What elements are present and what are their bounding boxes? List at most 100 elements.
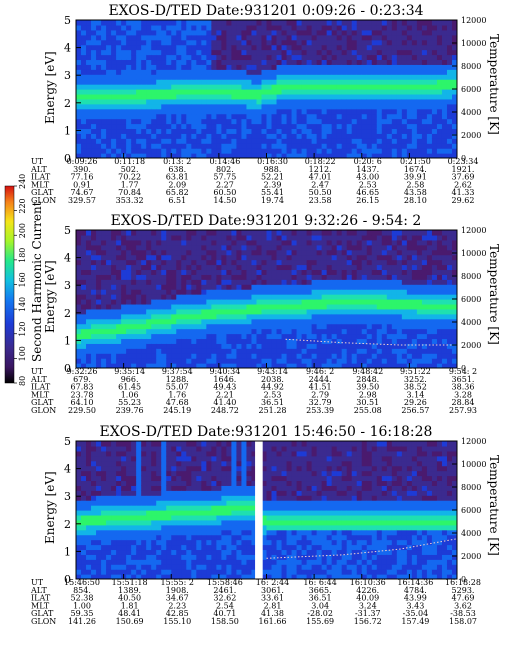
heatmap-cell bbox=[311, 323, 318, 330]
heatmap-cell bbox=[231, 79, 238, 85]
heatmap-cell bbox=[411, 308, 418, 315]
heatmap-cell bbox=[171, 239, 177, 246]
heatmap-cell bbox=[171, 74, 177, 80]
heatmap-cell bbox=[136, 64, 142, 70]
heatmap-cell bbox=[341, 244, 348, 251]
heatmap-cell bbox=[161, 353, 167, 359]
heatmap-cell bbox=[136, 239, 142, 246]
heatmap-cell bbox=[296, 299, 303, 305]
heatmap-cell bbox=[116, 118, 122, 125]
heatmap-cell bbox=[416, 358, 423, 364]
heatmap-cell bbox=[296, 34, 303, 41]
heatmap-cell bbox=[216, 128, 222, 134]
heatmap-cell bbox=[96, 328, 102, 335]
heatmap-cell bbox=[126, 103, 132, 110]
heatmap-cell bbox=[376, 249, 383, 256]
heatmap-cell bbox=[126, 495, 132, 501]
heatmap-cell bbox=[81, 490, 87, 496]
heatmap-cell bbox=[391, 274, 398, 280]
heatmap-cell bbox=[106, 98, 112, 105]
heatmap-cell bbox=[321, 348, 328, 354]
heatmap-cell bbox=[131, 338, 137, 344]
heatmap-cell bbox=[201, 254, 207, 261]
heatmap-cell bbox=[146, 313, 152, 320]
heatmap-cell bbox=[351, 54, 358, 61]
heatmap-cell bbox=[141, 534, 147, 541]
heatmap-cell bbox=[341, 49, 348, 56]
heatmap-cell bbox=[76, 133, 82, 139]
heatmap-cell bbox=[271, 358, 278, 364]
heatmap-cell bbox=[421, 118, 428, 125]
heatmap-cell bbox=[146, 74, 152, 80]
heatmap-cell bbox=[256, 264, 263, 271]
heatmap-cell bbox=[431, 279, 438, 285]
heatmap-cell bbox=[91, 328, 97, 335]
heatmap-cell bbox=[216, 49, 222, 56]
heatmap-cell bbox=[391, 254, 398, 261]
heatmap-cell bbox=[236, 84, 243, 90]
heatmap-cell bbox=[101, 510, 107, 516]
heatmap-cell bbox=[151, 244, 157, 251]
heatmap-cell bbox=[301, 269, 308, 275]
heatmap-cell bbox=[396, 230, 403, 236]
heatmap-cell bbox=[181, 348, 187, 354]
heatmap-cell bbox=[246, 264, 253, 271]
heatmap-cell bbox=[401, 138, 408, 144]
heatmap-cell bbox=[341, 123, 348, 130]
heatmap-cell bbox=[121, 74, 127, 80]
heatmap-cell bbox=[186, 353, 192, 359]
heatmap-cell bbox=[151, 44, 157, 51]
heatmap-cell bbox=[216, 274, 222, 280]
heatmap-cell bbox=[136, 534, 142, 541]
heatmap-cell bbox=[406, 338, 413, 344]
heatmap-cell bbox=[286, 313, 293, 320]
table-cell: 353.32 bbox=[116, 196, 144, 205]
heatmap-cell bbox=[136, 328, 142, 335]
y-tick-label: 2 bbox=[64, 307, 71, 320]
heatmap-cell bbox=[266, 299, 273, 305]
heatmap-cell bbox=[396, 143, 403, 149]
heatmap-cell bbox=[256, 358, 263, 364]
heatmap-cell bbox=[211, 348, 217, 354]
heatmap-cell bbox=[271, 118, 278, 125]
heatmap-cell bbox=[386, 133, 393, 139]
heatmap-cell bbox=[76, 118, 82, 125]
heatmap-cell bbox=[341, 118, 348, 125]
heatmap-cell bbox=[411, 230, 418, 236]
heatmap-cell bbox=[426, 274, 433, 280]
heatmap-cell bbox=[186, 108, 192, 115]
heatmap-cell bbox=[436, 24, 443, 31]
heatmap-cell bbox=[386, 148, 393, 154]
heatmap-cell bbox=[426, 24, 433, 31]
heatmap-cell bbox=[76, 39, 82, 46]
heatmap-cell bbox=[416, 308, 423, 315]
heatmap-cell bbox=[231, 318, 238, 325]
heatmap-cell bbox=[126, 123, 132, 130]
heatmap-cell bbox=[326, 299, 333, 305]
heatmap-cell bbox=[156, 234, 162, 241]
heatmap-cell bbox=[171, 363, 177, 368]
heatmap-cell bbox=[151, 123, 157, 130]
heatmap-cell bbox=[91, 274, 97, 280]
heatmap-cell bbox=[361, 113, 368, 120]
heatmap-cell bbox=[276, 39, 283, 46]
heatmap-cell bbox=[86, 480, 92, 486]
heatmap-cell bbox=[321, 123, 328, 130]
heatmap-cell bbox=[426, 230, 433, 236]
heatmap-cell bbox=[411, 59, 418, 65]
heatmap-cell bbox=[81, 103, 87, 110]
heatmap-cell bbox=[256, 74, 263, 80]
heatmap-cell bbox=[251, 348, 258, 354]
heatmap-cell bbox=[111, 44, 117, 51]
heatmap-cell bbox=[346, 259, 353, 266]
heatmap-cell bbox=[436, 274, 443, 280]
heatmap-cell bbox=[406, 274, 413, 280]
colorbar-scale bbox=[4, 185, 15, 384]
heatmap-cell bbox=[176, 299, 182, 305]
heatmap-cell bbox=[421, 299, 428, 305]
heatmap-cell bbox=[246, 323, 253, 330]
heatmap-cell bbox=[116, 554, 122, 560]
heatmap-cell bbox=[446, 234, 453, 241]
heatmap-cell bbox=[121, 259, 127, 266]
heatmap-cell bbox=[351, 93, 358, 100]
